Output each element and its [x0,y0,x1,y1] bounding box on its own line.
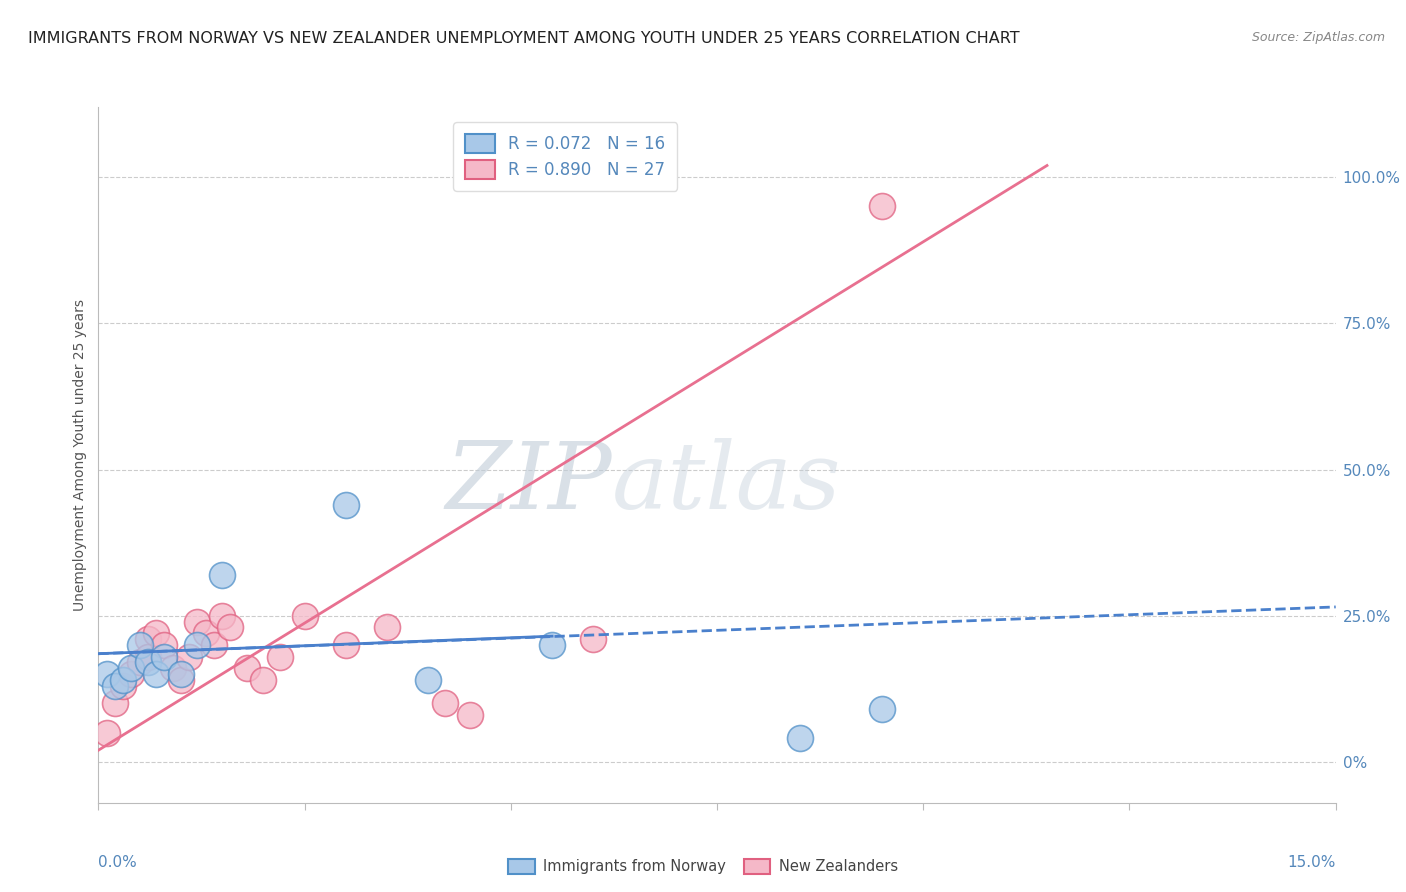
Point [252,673,274,687]
Point [219,620,242,634]
Point [162,661,184,675]
Point [112,673,135,687]
Point [153,638,176,652]
Text: ZIP: ZIP [446,438,612,528]
Point [211,567,233,582]
Point [186,615,208,629]
Point [418,673,440,687]
Point [375,620,398,634]
Point [128,638,150,652]
Point [179,649,201,664]
Point [170,673,193,687]
Point [269,649,291,664]
Legend: R = 0.072   N = 16, R = 0.890   N = 27: R = 0.072 N = 16, R = 0.890 N = 27 [453,122,676,191]
Text: 15.0%: 15.0% [1288,855,1336,871]
Point [96,725,118,739]
Point [186,638,208,652]
Point [136,632,159,646]
Point [335,638,357,652]
Point [236,661,259,675]
Text: 0.0%: 0.0% [98,855,138,871]
Point [145,667,167,681]
Point [541,638,564,652]
Point [433,697,456,711]
Point [145,626,167,640]
Point [870,199,893,213]
Point [789,731,811,746]
Point [128,656,150,670]
Point [202,638,225,652]
Point [136,656,159,670]
Point [870,702,893,716]
Point [211,608,233,623]
Point [194,626,217,640]
Point [120,661,142,675]
Point [153,649,176,664]
Point [170,667,193,681]
Point [104,697,127,711]
Y-axis label: Unemployment Among Youth under 25 years: Unemployment Among Youth under 25 years [73,299,87,611]
Point [335,498,357,512]
Point [136,649,159,664]
Point [294,608,316,623]
Text: atlas: atlas [612,438,841,528]
Point [104,679,127,693]
Text: IMMIGRANTS FROM NORWAY VS NEW ZEALANDER UNEMPLOYMENT AMONG YOUTH UNDER 25 YEARS : IMMIGRANTS FROM NORWAY VS NEW ZEALANDER … [28,31,1019,46]
Legend: Immigrants from Norway, New Zealanders: Immigrants from Norway, New Zealanders [502,853,904,880]
Point [120,667,142,681]
Point [96,667,118,681]
Point [112,679,135,693]
Text: Source: ZipAtlas.com: Source: ZipAtlas.com [1251,31,1385,45]
Point [458,708,481,723]
Point [582,632,605,646]
